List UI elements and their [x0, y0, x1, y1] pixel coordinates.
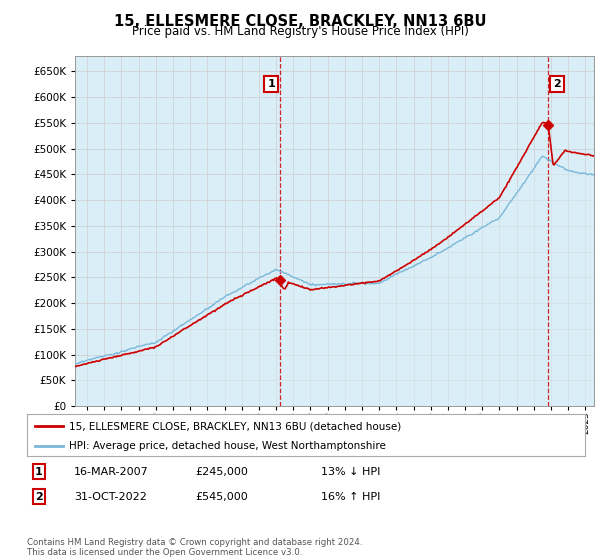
Text: 1: 1 [267, 79, 275, 89]
Text: 16-MAR-2007: 16-MAR-2007 [74, 466, 148, 477]
Text: HPI: Average price, detached house, West Northamptonshire: HPI: Average price, detached house, West… [69, 441, 386, 451]
Text: 13% ↓ HPI: 13% ↓ HPI [322, 466, 380, 477]
Text: £545,000: £545,000 [196, 492, 248, 502]
Text: £245,000: £245,000 [196, 466, 248, 477]
Text: 2: 2 [553, 79, 560, 89]
Text: Contains HM Land Registry data © Crown copyright and database right 2024.
This d: Contains HM Land Registry data © Crown c… [27, 538, 362, 557]
Text: 31-OCT-2022: 31-OCT-2022 [74, 492, 148, 502]
Text: 16% ↑ HPI: 16% ↑ HPI [322, 492, 380, 502]
Text: 15, ELLESMERE CLOSE, BRACKLEY, NN13 6BU (detached house): 15, ELLESMERE CLOSE, BRACKLEY, NN13 6BU … [69, 421, 401, 431]
Text: 2: 2 [35, 492, 43, 502]
Text: 1: 1 [35, 466, 43, 477]
Text: Price paid vs. HM Land Registry's House Price Index (HPI): Price paid vs. HM Land Registry's House … [131, 25, 469, 38]
Text: 15, ELLESMERE CLOSE, BRACKLEY, NN13 6BU: 15, ELLESMERE CLOSE, BRACKLEY, NN13 6BU [114, 14, 486, 29]
